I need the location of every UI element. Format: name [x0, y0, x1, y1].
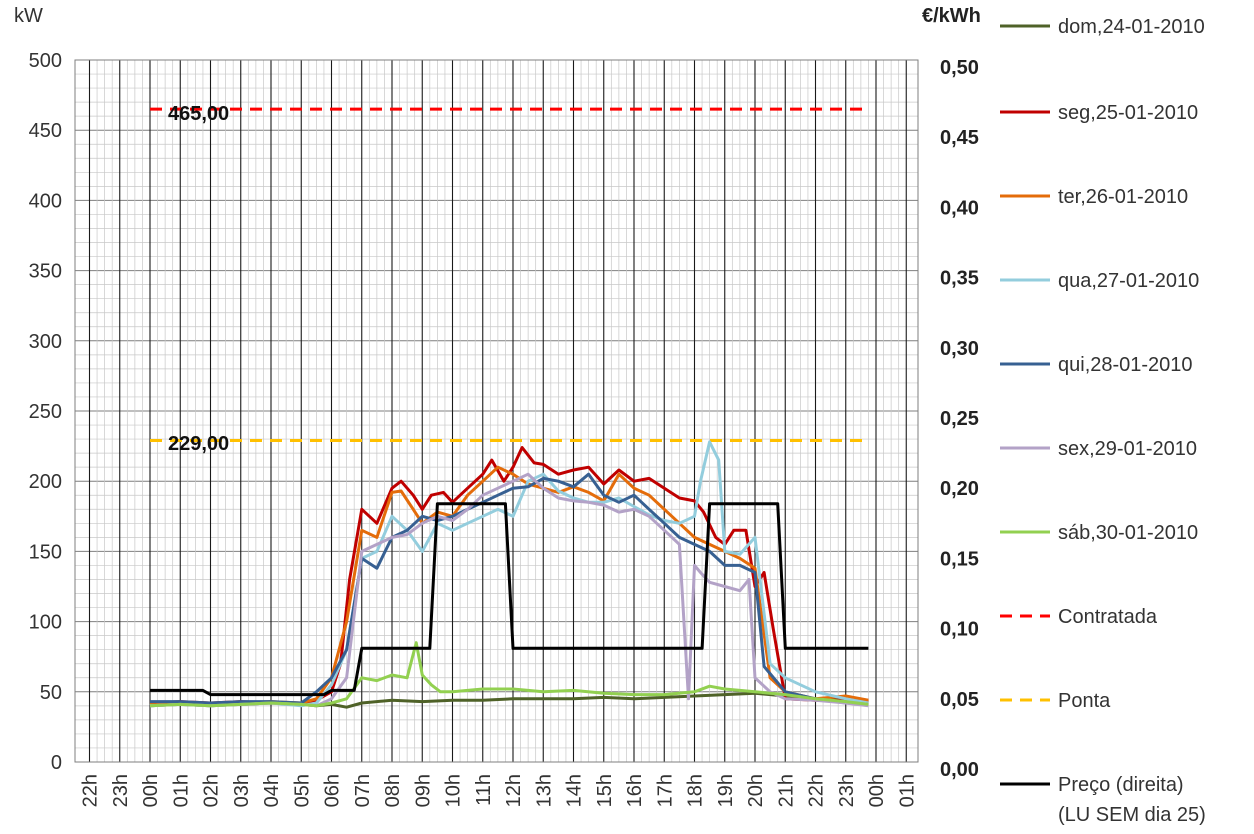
x-tick-label: 14h — [564, 774, 586, 807]
legend: dom,24-01-2010 seg,25-01-2010 ter,26-01-20… — [1000, 16, 1206, 826]
x-tick-label: 18h — [685, 774, 707, 807]
y-tick-left-label: 100 — [29, 612, 62, 634]
series-line-9 — [150, 502, 869, 697]
x-tick-label: 16h — [624, 774, 646, 807]
x-tick-label: 00h — [140, 774, 162, 807]
y-tick-right-label: 0,45 — [940, 127, 979, 149]
y-tick-left-label: 250 — [29, 401, 62, 423]
legend-label: qua,27-01-2010 — [1058, 270, 1199, 292]
y-axis-left-label: kW — [14, 5, 43, 27]
x-tick-label: 21h — [775, 774, 797, 807]
y-tick-right-label: 0,20 — [940, 478, 979, 500]
y-axis-right-label: €/kWh — [922, 5, 981, 27]
x-tick-label: 19h — [715, 774, 737, 807]
series-line-5 — [149, 472, 869, 708]
legend-label: sáb,30-01-2010 — [1058, 522, 1198, 544]
x-tick-label: 04h — [261, 774, 283, 807]
contratada-value-label: 465,00 — [168, 103, 229, 125]
y-tick-right-label: 0,25 — [940, 408, 979, 430]
x-tick-label: 00h — [866, 774, 888, 807]
y-axis-left-ticks: 0 50 100 150 200 250 300 350 400 450 500 — [29, 50, 62, 774]
y-tick-left-label: 200 — [29, 471, 62, 493]
legend-label: Contratada — [1058, 606, 1158, 628]
x-tick-label: 01h — [170, 774, 192, 807]
x-tick-label: 07h — [352, 774, 374, 807]
x-tick-label: 11h — [473, 774, 495, 806]
y-tick-left-label: 150 — [29, 541, 62, 563]
y-tick-right-label: 0,35 — [940, 268, 979, 290]
y-axis-right-ticks: 0,00 0,05 0,10 0,15 0,20 0,25 0,30 0,35 0,40 0,45… — [940, 57, 979, 781]
y-tick-right-label: 0,15 — [940, 548, 979, 570]
x-tick-label: 17h — [654, 774, 676, 807]
x-tick-label: 23h — [836, 774, 858, 807]
legend-label: Ponta — [1058, 690, 1111, 712]
x-tick-label: 02h — [201, 774, 223, 807]
x-tick-label: 05h — [291, 774, 313, 807]
series-line-4 — [150, 472, 869, 706]
y-tick-right-label: 0,30 — [940, 338, 979, 360]
series-group — [149, 440, 869, 709]
x-axis-ticks: 22h 23h 00h 01h 02h 03h 04h 05h 06h 07h 08h 09h 10h 1… — [80, 774, 919, 807]
y-tick-left-label: 300 — [29, 331, 62, 353]
legend-label: dom,24-01-2010 — [1058, 16, 1205, 38]
x-tick-label: 10h — [443, 774, 465, 807]
y-tick-right-label: 0,05 — [940, 689, 979, 711]
y-tick-left-label: 350 — [29, 261, 62, 283]
plot-border — [74, 59, 919, 763]
x-tick-label: 08h — [382, 774, 404, 807]
legend-label: (LU SEM dia 25) — [1058, 804, 1206, 826]
ponta-value-label: 229,00 — [168, 433, 229, 455]
y-tick-left-label: 450 — [29, 120, 62, 142]
x-tick-label: 15h — [594, 774, 616, 807]
x-tick-label: 06h — [322, 774, 344, 807]
x-tick-label: 03h — [231, 774, 253, 807]
y-tick-left-label: 400 — [29, 190, 62, 212]
legend-label: qui,28-01-2010 — [1058, 354, 1193, 376]
y-tick-right-label: 0,00 — [940, 759, 979, 781]
y-tick-left-label: 0 — [51, 752, 62, 774]
x-tick-label: 12h — [503, 774, 525, 807]
x-tick-label: 20h — [745, 774, 767, 807]
x-tick-label: 13h — [533, 774, 555, 807]
legend-label: sex,29-01-2010 — [1058, 438, 1197, 460]
y-tick-left-label: 500 — [29, 50, 62, 72]
x-tick-label: 01h — [896, 774, 918, 807]
y-tick-right-label: 0,50 — [940, 57, 979, 79]
series-line-6 — [149, 641, 869, 708]
x-tick-label: 23h — [110, 774, 132, 807]
plot-grid — [74, 59, 919, 763]
x-tick-label: 09h — [412, 774, 434, 807]
reference-lines — [150, 107, 869, 442]
y-tick-right-label: 0,10 — [940, 619, 979, 641]
y-tick-left-label: 50 — [40, 682, 62, 704]
x-tick-label: 22h — [80, 774, 102, 807]
x-tick-label: 22h — [806, 774, 828, 807]
legend-label: Preço (direita) — [1058, 774, 1184, 796]
series-line-3 — [149, 440, 869, 708]
legend-label: seg,25-01-2010 — [1058, 102, 1198, 124]
legend-label: ter,26-01-2010 — [1058, 186, 1188, 208]
y-tick-right-label: 0,40 — [940, 197, 979, 219]
